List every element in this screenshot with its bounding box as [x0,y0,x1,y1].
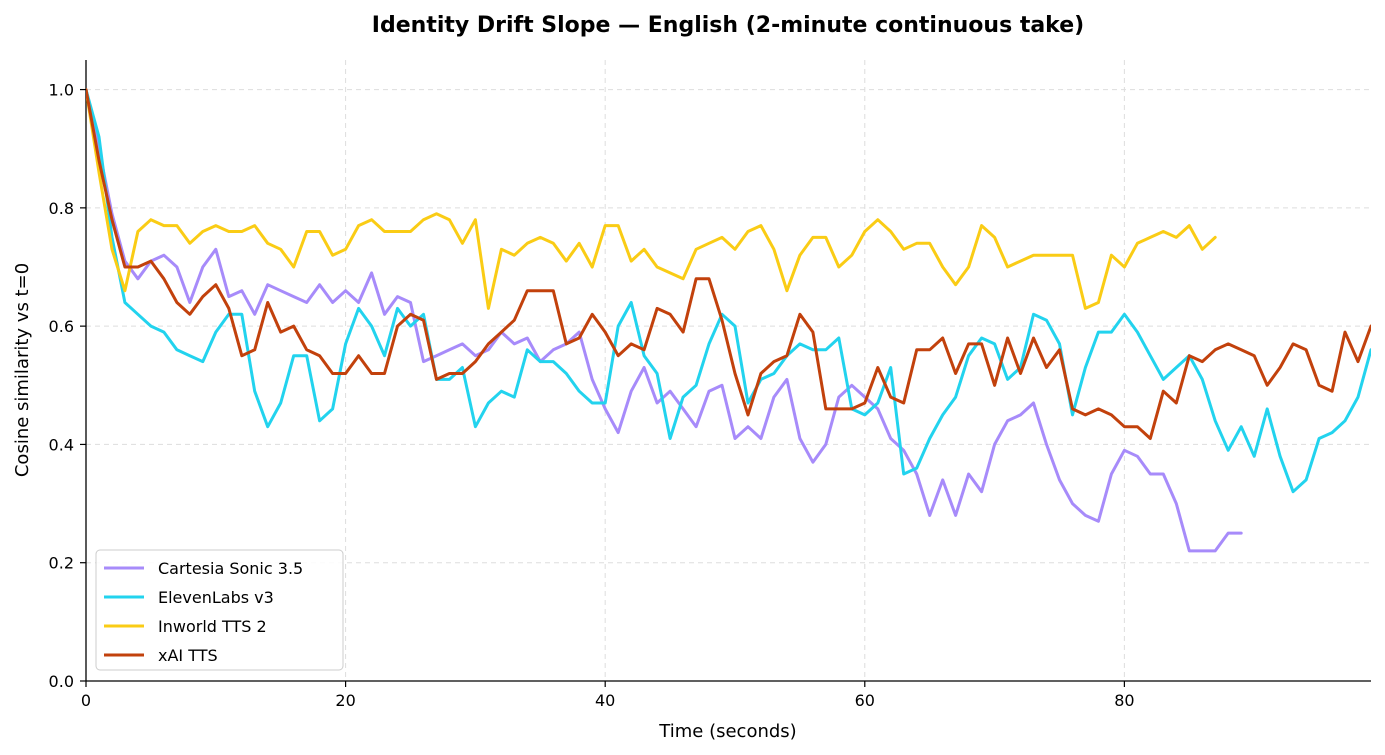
x-tick-label: 40 [595,691,615,710]
legend: Cartesia Sonic 3.5 ElevenLabs v3 Inworld T… [95,549,344,671]
legend-box [95,549,344,671]
y-tick-label: 0.4 [49,435,74,454]
x-tick-label: 20 [335,691,355,710]
series-line-inworld-tts-2 [86,88,1217,310]
y-axis-label: Cosine similarity vs t=0 [12,263,33,477]
grid [86,60,1371,681]
legend-label-inworld-tts-2: Inworld TTS 2 [158,617,267,636]
x-tick-label: 80 [1114,691,1134,710]
series-line-xai-tts [86,88,1371,440]
chart-title: Identity Drift Slope — English (2-minute… [372,13,1084,38]
x-tick-label: 0 [81,691,91,710]
x-axis-label: Time (seconds) [658,721,796,742]
y-tick-label: 0.8 [49,199,74,218]
axes: 0 20 40 60 80 0.0 0.2 0.4 0.6 0.8 1.0 [49,60,1371,710]
y-tick-label: 0.6 [49,317,74,336]
series-line-elevenlabs-v3 [86,88,1371,494]
x-tick-label: 60 [855,691,875,710]
legend-label-cartesia-sonic-3-5: Cartesia Sonic 3.5 [158,559,303,578]
y-tick-label: 1.0 [49,81,74,100]
series-line-cartesia-sonic-3-5 [86,88,1243,553]
series-lines [86,88,1371,553]
legend-label-elevenlabs-v3: ElevenLabs v3 [158,588,274,607]
y-tick-label: 0.2 [49,554,74,573]
legend-label-xai-tts: xAI TTS [158,646,218,665]
y-tick-label: 0.0 [49,672,74,691]
